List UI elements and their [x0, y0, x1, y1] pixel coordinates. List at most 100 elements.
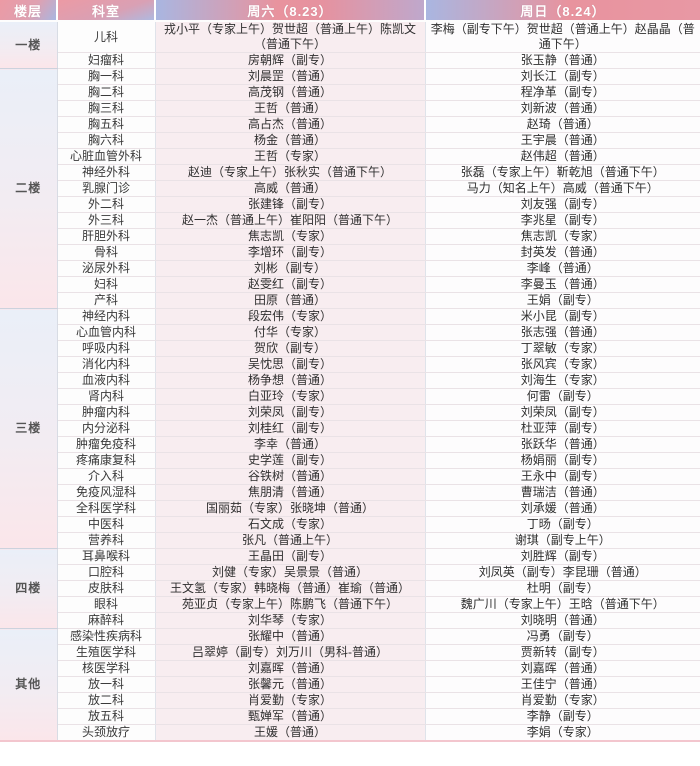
saturday-schedule-cell: 房朝辉（副专） — [155, 52, 426, 69]
saturday-schedule-cell: 李幸（普通） — [155, 436, 426, 453]
table-row: 外二科 张建锋（副专） 刘友强（副专） — [0, 196, 700, 213]
floor-cell: 四楼 — [0, 548, 58, 629]
saturday-schedule-cell: 白亚玲（专家） — [155, 388, 426, 405]
department-cell: 外三科 — [57, 212, 156, 229]
department-cell: 内分泌科 — [57, 420, 156, 437]
table-row: 泌尿外科 刘彬（副专） 李峰（普通） — [0, 260, 700, 277]
table-row: 麻醉科 刘华琴（专家） 刘晓明（普通） — [0, 612, 700, 629]
department-cell: 肿瘤免疫科 — [57, 436, 156, 453]
saturday-schedule-cell: 张耀中（普通） — [155, 628, 426, 645]
saturday-schedule-cell: 刘晨罡（普通） — [155, 68, 426, 85]
sunday-schedule-cell: 刘荣凤（副专） — [425, 404, 700, 421]
sunday-schedule-cell: 谢琪（副专上午） — [425, 532, 700, 549]
sunday-schedule-cell: 焦志凯（专家） — [425, 228, 700, 245]
sunday-schedule-cell: 刘海生（专家） — [425, 372, 700, 389]
saturday-schedule-cell: 贺欣（副专） — [155, 340, 426, 357]
sunday-schedule-cell: 刘承媛（普通） — [425, 500, 700, 517]
table-row: 胸二科 高茂钢（普通） 程净革（副专） — [0, 84, 700, 101]
floor-cell: 三楼 — [0, 308, 58, 549]
department-cell: 胸三科 — [57, 100, 156, 117]
saturday-schedule-cell: 赵一杰（普通上午）崔阳阳（普通下午） — [155, 212, 426, 229]
floor-cell: 二楼 — [0, 68, 58, 309]
table-row: 胸三科 王哲（普通） 刘新波（普通） — [0, 100, 700, 117]
sunday-schedule-cell: 杜亚萍（副专） — [425, 420, 700, 437]
sunday-schedule-cell: 李梅（副专下午）贺世超（普通上午）赵晶晶（普通下午） — [425, 21, 700, 53]
sunday-schedule-cell: 丁旸（副专） — [425, 516, 700, 533]
department-cell: 神经外科 — [57, 164, 156, 181]
table-row: 皮肤科 王文氢（专家）韩晓梅（普通）崔瑜（普通） 杜明（副专） — [0, 580, 700, 597]
table-row: 妇瘤科 房朝辉（副专） 张玉静（普通） — [0, 52, 700, 69]
department-cell: 妇瘤科 — [57, 52, 156, 69]
department-cell: 血液内科 — [57, 372, 156, 389]
saturday-schedule-cell: 高威（普通） — [155, 180, 426, 197]
column-header-department: 科室 — [57, 0, 156, 22]
department-cell: 头颈放疗 — [57, 724, 156, 742]
department-cell: 胸六科 — [57, 132, 156, 149]
department-cell: 神经内科 — [57, 308, 156, 325]
sunday-schedule-cell: 李静（副专） — [425, 708, 700, 725]
table-row: 二楼 胸一科 刘晨罡（普通） 刘长江（副专） — [0, 68, 700, 309]
department-cell: 胸一科 — [57, 68, 156, 85]
header-row: 楼层 科室 周六（8.23） 周日（8.24） — [0, 0, 700, 22]
department-cell: 介入科 — [57, 468, 156, 485]
saturday-schedule-cell: 付华（专家） — [155, 324, 426, 341]
department-cell: 儿科 — [57, 21, 156, 53]
saturday-schedule-cell: 石文成（专家） — [155, 516, 426, 533]
sunday-schedule-cell: 张玉静（普通） — [425, 52, 700, 69]
department-cell: 疼痛康复科 — [57, 452, 156, 469]
sunday-schedule-cell: 米小昆（副专） — [425, 308, 700, 325]
table-row: 全科医学科 国丽茹（专家）张晓坤（普通） 刘承媛（普通） — [0, 500, 700, 517]
table-row: 消化内科 吴忱思（副专） 张风宾（专家） — [0, 356, 700, 373]
sunday-schedule-cell: 刘新波（普通） — [425, 100, 700, 117]
department-cell: 泌尿外科 — [57, 260, 156, 277]
saturday-schedule-cell: 刘桂红（副专） — [155, 420, 426, 437]
sunday-schedule-cell: 刘友强（副专） — [425, 196, 700, 213]
sunday-schedule-cell: 王娟（副专） — [425, 292, 700, 309]
department-cell: 心血管内科 — [57, 324, 156, 341]
saturday-schedule-cell: 高茂钢（普通） — [155, 84, 426, 101]
department-cell: 放一科 — [57, 676, 156, 693]
table-row: 眼科 苑亚贞（专家上午）陈鹏飞（普通下午） 魏广川（专家上午）王晗（普通下午） — [0, 596, 700, 613]
table-row: 其他 感染性疾病科 张耀中（普通） 冯勇（副专） — [0, 628, 700, 742]
sunday-schedule-cell: 刘凤英（副专）李昆珊（普通） — [425, 564, 700, 581]
sunday-schedule-cell: 刘长江（副专） — [425, 68, 700, 85]
saturday-schedule-cell: 甄婵军（普通） — [155, 708, 426, 725]
department-cell: 肾内科 — [57, 388, 156, 405]
department-cell: 感染性疾病科 — [57, 628, 156, 645]
column-header-saturday: 周六（8.23） — [155, 0, 426, 22]
department-cell: 妇科 — [57, 276, 156, 293]
department-cell: 中医科 — [57, 516, 156, 533]
table-row: 口腔科 刘健（专家）吴景景（普通） 刘凤英（副专）李昆珊（普通） — [0, 564, 700, 581]
sunday-schedule-cell: 王宇晨（普通） — [425, 132, 700, 149]
department-cell: 耳鼻喉科 — [57, 548, 156, 565]
saturday-schedule-cell: 高占杰（普通） — [155, 116, 426, 133]
table-row: 神经外科 赵迪（专家上午）张秋实（普通下午） 张磊（专家上午）靳乾旭（普通下午） — [0, 164, 700, 181]
table-row: 产科 田原（普通） 王娟（副专） — [0, 292, 700, 309]
sunday-schedule-cell: 刘晓明（普通） — [425, 612, 700, 629]
saturday-schedule-cell: 段宏伟（专家） — [155, 308, 426, 325]
column-header-floor: 楼层 — [0, 0, 58, 22]
sunday-schedule-cell: 王佳宁（普通） — [425, 676, 700, 693]
department-cell: 呼吸内科 — [57, 340, 156, 357]
saturday-schedule-cell: 史学莲（副专） — [155, 452, 426, 469]
table-row: 骨科 李增环（副专） 封英发（普通） — [0, 244, 700, 261]
schedule-table: 楼层 科室 周六（8.23） 周日（8.24） 一楼 儿科 戎小平（专家上午）贺… — [0, 0, 700, 742]
table-row: 放一科 张馨元（普通） 王佳宁（普通） — [0, 676, 700, 693]
department-cell: 心脏血管外科 — [57, 148, 156, 165]
sunday-schedule-cell: 赵琦（普通） — [425, 116, 700, 133]
saturday-schedule-cell: 王哲（普通） — [155, 100, 426, 117]
sunday-schedule-cell: 张风宾（专家） — [425, 356, 700, 373]
department-cell: 消化内科 — [57, 356, 156, 373]
sunday-schedule-cell: 张志强（普通） — [425, 324, 700, 341]
table-row: 免疫风湿科 焦朋清（普通） 曹瑞洁（普通） — [0, 484, 700, 501]
department-cell: 生殖医学科 — [57, 644, 156, 661]
saturday-schedule-cell: 王哲（专家） — [155, 148, 426, 165]
sunday-schedule-cell: 王永中（副专） — [425, 468, 700, 485]
table-row: 生殖医学科 吕翠婷（副专）刘万川（男科-普通） 贾新转（副专） — [0, 644, 700, 661]
sunday-schedule-cell: 马力（知名上午）高威（普通下午） — [425, 180, 700, 197]
saturday-schedule-cell: 刘嘉晖（普通） — [155, 660, 426, 677]
sunday-schedule-cell: 李峰（普通） — [425, 260, 700, 277]
saturday-schedule-cell: 杨争想（普通） — [155, 372, 426, 389]
sunday-schedule-cell: 冯勇（副专） — [425, 628, 700, 645]
saturday-schedule-cell: 张建锋（副专） — [155, 196, 426, 213]
